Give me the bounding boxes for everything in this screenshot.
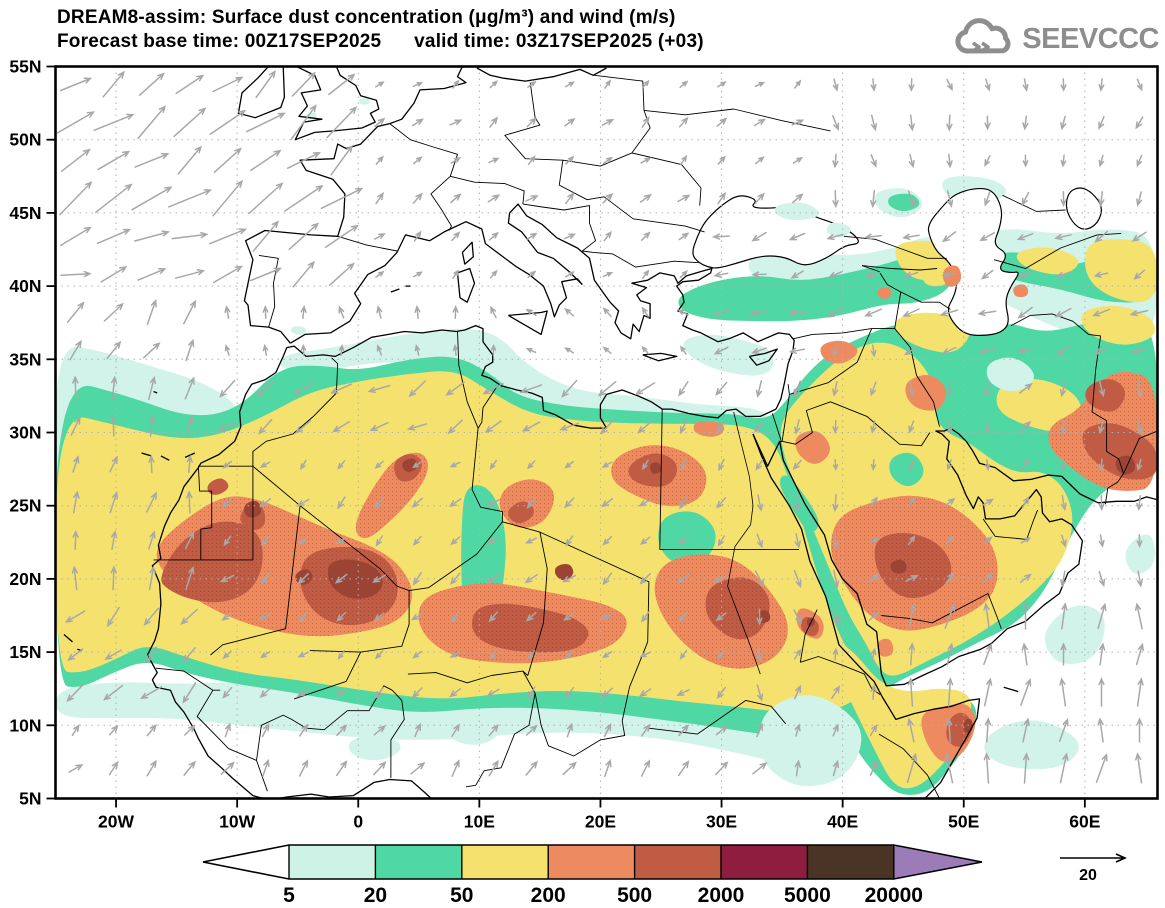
colorbar-tick-label: 500 xyxy=(617,884,652,907)
axis-labels: 20W 10W 0 10E 20E 30E 40E 50E 60E 5N 10N 15N 20N 25N 3… xyxy=(9,57,1100,832)
x-tick-label: 10E xyxy=(464,812,495,832)
x-tick-label: 50E xyxy=(948,812,979,832)
wind-vectors xyxy=(56,70,1149,784)
colorbar-segment xyxy=(721,845,808,879)
y-tick-label: 30N xyxy=(9,423,41,443)
y-tick-label: 10N xyxy=(9,715,41,735)
wind-reference-arrow: 20 xyxy=(1060,853,1127,884)
y-tick-label: 20N xyxy=(9,569,41,589)
y-tick-label: 15N xyxy=(9,642,41,662)
dust-contours xyxy=(55,97,1158,795)
x-tick-label: 60E xyxy=(1069,812,1100,832)
colorbar-segment xyxy=(461,845,549,879)
y-tick-label: 5N xyxy=(19,789,41,809)
colorbar-tick-label: 50 xyxy=(450,884,473,907)
y-tick-label: 55N xyxy=(9,57,41,77)
colorbar-tick-label: 5 xyxy=(283,884,295,907)
y-tick-label: 35N xyxy=(9,349,41,369)
chart-titles: DREAM8-assim: Surface dust concentration… xyxy=(57,6,704,54)
colorbar-tick-label: 20 xyxy=(364,884,387,907)
country-borders xyxy=(153,74,1158,799)
colorbar-segment xyxy=(807,845,894,879)
chart-subtitle-times: Forecast base time: 00Z17SEP2025 valid t… xyxy=(57,31,704,52)
y-tick-label: 45N xyxy=(9,203,41,223)
colorbar-segment xyxy=(375,845,462,879)
map-root: 20W 10W 0 10E 20E 30E 40E 50E 60E 5N 10N 15N 20N 25N 3… xyxy=(9,57,1159,832)
colorbar-segment xyxy=(634,845,721,879)
colorbar-segment xyxy=(548,845,635,879)
x-tick-label: 0 xyxy=(353,812,363,832)
colorbar-segment xyxy=(289,845,376,879)
seevccc-logo-text: SEEVCCC xyxy=(1022,22,1159,55)
dust-concentration-map: 20W 10W 0 10E 20E 30E 40E 50E 60E 5N 10N 15N 20N 25N 3… xyxy=(9,57,1159,832)
y-tick-label: 25N xyxy=(9,496,41,516)
axis-ticks xyxy=(46,65,1086,808)
seevccc-logo: SEEVCCC xyxy=(953,18,1159,60)
x-tick-label: 20E xyxy=(585,812,616,832)
x-tick-label: 40E xyxy=(827,812,858,832)
x-tick-label: 20W xyxy=(98,812,134,832)
graticule xyxy=(55,66,1158,799)
colorbar-tick-label: 5000 xyxy=(784,884,831,907)
colorbar-tick-label: 200 xyxy=(531,884,566,907)
y-tick-label: 40N xyxy=(9,276,41,296)
x-tick-label: 10W xyxy=(219,812,255,832)
y-tick-label: 50N xyxy=(9,130,41,150)
x-tick-label: 30E xyxy=(706,812,737,832)
concentration-colorbar: 5 20 50 200 500 2000 5000 20000 xyxy=(202,844,983,907)
colorbar-tick-label: 20000 xyxy=(865,884,923,907)
chart-title: DREAM8-assim: Surface dust concentration… xyxy=(57,7,676,28)
coastlines xyxy=(63,66,1158,799)
nile-river xyxy=(727,411,761,675)
seevccc-cloud-icon xyxy=(955,18,1011,54)
wind-reference-label: 20 xyxy=(1079,867,1097,884)
colorbar-tick-label: 2000 xyxy=(698,884,745,907)
